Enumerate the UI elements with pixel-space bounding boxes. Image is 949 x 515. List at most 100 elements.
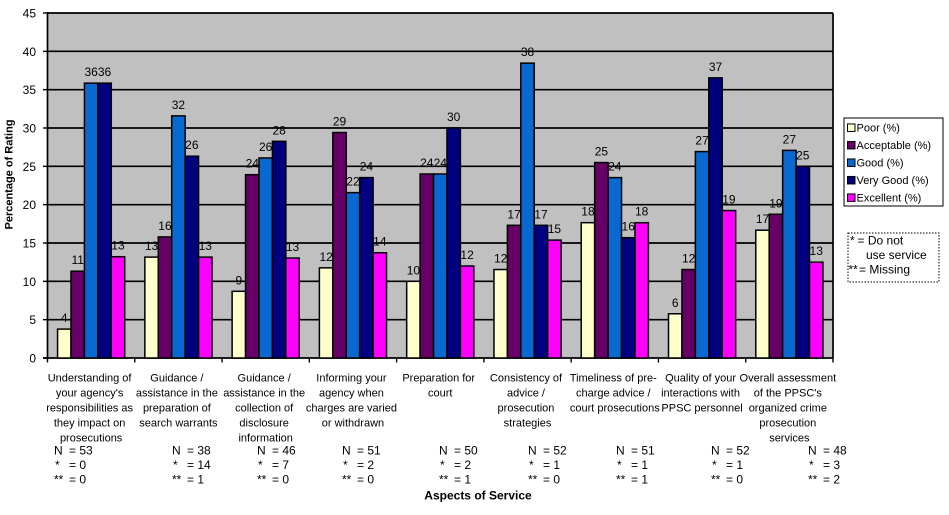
svg-text:Guidance / assistance in the p: Guidance / assistance in the preparation… xyxy=(136,373,221,430)
svg-text:*: * xyxy=(55,458,60,472)
svg-text:= 52: = 52 xyxy=(726,444,750,458)
svg-text:= Missing: = Missing xyxy=(859,263,910,277)
svg-text:25: 25 xyxy=(23,160,37,174)
svg-text:= Do not: = Do not xyxy=(858,234,904,248)
svg-text:12: 12 xyxy=(682,252,696,266)
svg-text:N: N xyxy=(172,444,181,458)
svg-text:*: * xyxy=(712,458,717,472)
svg-text:**: ** xyxy=(528,473,538,487)
svg-text:= 53: = 53 xyxy=(69,444,93,458)
svg-text:36: 36 xyxy=(98,65,112,79)
svg-text:12: 12 xyxy=(494,252,508,266)
svg-text:= 7: = 7 xyxy=(272,458,289,472)
svg-text:N: N xyxy=(528,444,537,458)
svg-text:= 0: = 0 xyxy=(726,473,743,487)
svg-text:15: 15 xyxy=(548,222,562,236)
svg-text:*: * xyxy=(258,458,263,472)
svg-text:= 46: = 46 xyxy=(272,444,296,458)
svg-text:= 48: = 48 xyxy=(823,444,847,458)
svg-text:= 38: = 38 xyxy=(187,444,211,458)
svg-text:0: 0 xyxy=(29,352,36,366)
svg-text:*: * xyxy=(440,458,445,472)
svg-text:13: 13 xyxy=(810,244,824,258)
svg-text:N: N xyxy=(342,444,351,458)
svg-text:Understanding of your agency's: Understanding of your agency's responsib… xyxy=(46,373,136,445)
svg-text:37: 37 xyxy=(709,60,723,74)
svg-text:24: 24 xyxy=(608,160,622,174)
svg-text:N: N xyxy=(54,444,63,458)
svg-text:13: 13 xyxy=(199,239,213,253)
svg-text:Consistency of advice / prosec: Consistency of advice / prosecution stra… xyxy=(490,373,565,430)
svg-text:Aspects of Service: Aspects of Service xyxy=(424,489,532,503)
svg-text:26: 26 xyxy=(185,138,199,152)
svg-text:= 1: = 1 xyxy=(631,473,648,487)
svg-text:10: 10 xyxy=(23,275,37,289)
svg-text:**: ** xyxy=(257,473,267,487)
svg-text:26: 26 xyxy=(259,140,273,154)
svg-text:N: N xyxy=(808,444,817,458)
svg-text:10: 10 xyxy=(407,263,421,277)
svg-text:= 1: = 1 xyxy=(187,473,204,487)
svg-text:13: 13 xyxy=(286,240,300,254)
svg-text:17: 17 xyxy=(507,207,521,221)
svg-text:Good (%): Good (%) xyxy=(857,158,904,170)
svg-text:= 1: = 1 xyxy=(631,458,648,472)
svg-text:Overall assessment of the PPSC: Overall assessment of the PPSC's organiz… xyxy=(740,373,840,445)
svg-text:= 3: = 3 xyxy=(823,458,840,472)
svg-text:Quality of your interactions w: Quality of your interactions with PPSC p… xyxy=(661,373,743,415)
svg-text:*: * xyxy=(809,458,814,472)
svg-text:24: 24 xyxy=(420,156,434,170)
svg-text:*: * xyxy=(343,458,348,472)
svg-text:= 0: = 0 xyxy=(357,473,374,487)
svg-text:Poor (%): Poor (%) xyxy=(857,123,900,135)
svg-text:36: 36 xyxy=(84,65,98,79)
svg-text:Informing your agency when cha: Informing your agency when charges are v… xyxy=(306,373,400,430)
svg-text:= 1: = 1 xyxy=(726,458,743,472)
svg-text:17: 17 xyxy=(534,207,548,221)
svg-text:**: ** xyxy=(342,473,352,487)
svg-text:27: 27 xyxy=(783,132,797,146)
svg-text:6: 6 xyxy=(672,296,679,310)
svg-text:= 0: = 0 xyxy=(543,473,560,487)
svg-text:38: 38 xyxy=(521,45,535,59)
svg-text:use service: use service xyxy=(866,248,927,262)
svg-text:5: 5 xyxy=(29,313,36,327)
svg-text:24: 24 xyxy=(434,156,448,170)
svg-text:= 2: = 2 xyxy=(357,458,374,472)
svg-text:13: 13 xyxy=(145,239,159,253)
svg-text:N: N xyxy=(257,444,266,458)
svg-text:45: 45 xyxy=(23,7,37,21)
svg-text:25: 25 xyxy=(796,148,810,162)
svg-text:12: 12 xyxy=(319,250,333,264)
svg-text:*: * xyxy=(529,458,534,472)
svg-text:N: N xyxy=(439,444,448,458)
svg-text:N: N xyxy=(711,444,720,458)
svg-text:*: * xyxy=(173,458,178,472)
svg-text:30: 30 xyxy=(447,110,461,124)
svg-text:15: 15 xyxy=(23,237,37,251)
svg-text:**: ** xyxy=(172,473,182,487)
svg-text:Acceptable (%): Acceptable (%) xyxy=(857,140,932,152)
svg-text:= 51: = 51 xyxy=(631,444,655,458)
svg-text:= 2: = 2 xyxy=(454,458,471,472)
svg-text:13: 13 xyxy=(111,239,125,253)
svg-text:Preparation for court: Preparation for court xyxy=(402,373,478,400)
svg-text:**: ** xyxy=(439,473,449,487)
svg-text:= 0: = 0 xyxy=(69,458,86,472)
svg-text:= 51: = 51 xyxy=(357,444,381,458)
svg-text:19: 19 xyxy=(769,196,783,210)
svg-text:4: 4 xyxy=(61,311,68,325)
svg-text:9: 9 xyxy=(235,273,242,287)
svg-text:14: 14 xyxy=(373,235,387,249)
svg-text:= 0: = 0 xyxy=(272,473,289,487)
svg-text:29: 29 xyxy=(333,115,347,129)
svg-text:27: 27 xyxy=(695,134,709,148)
svg-text:20: 20 xyxy=(23,198,37,212)
svg-text:**: ** xyxy=(849,263,859,277)
svg-text:28: 28 xyxy=(272,123,286,137)
svg-text:= 50: = 50 xyxy=(454,444,478,458)
svg-text:**: ** xyxy=(54,473,64,487)
svg-text:32: 32 xyxy=(172,98,186,112)
svg-text:12: 12 xyxy=(460,248,474,262)
svg-text:40: 40 xyxy=(23,45,37,59)
